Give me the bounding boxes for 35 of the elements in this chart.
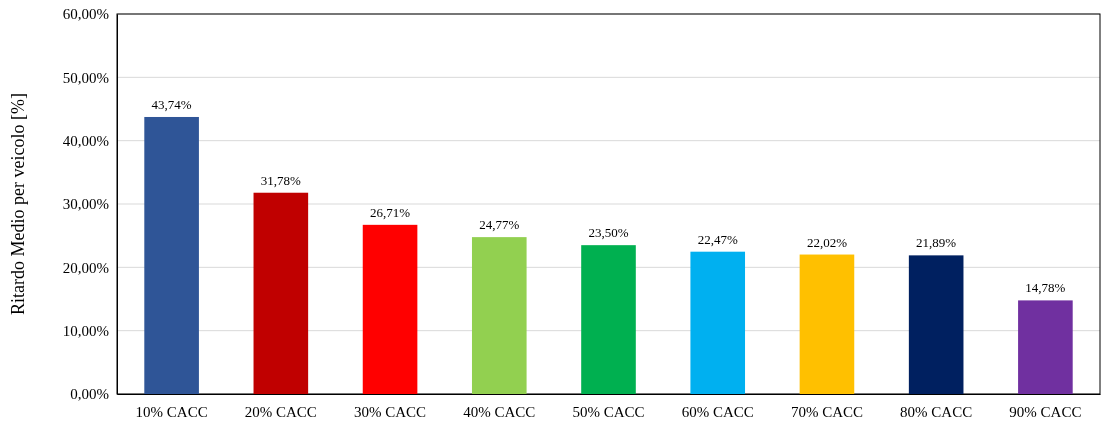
x-tick-label: 30% CACC — [354, 403, 427, 420]
bar — [908, 255, 964, 394]
bar — [799, 254, 855, 394]
x-tick-label: 40% CACC — [463, 403, 536, 420]
x-tick-label: 70% CACC — [790, 403, 863, 420]
data-label: 26,71% — [370, 204, 411, 220]
bar — [581, 245, 636, 394]
x-tick-label: 60% CACC — [681, 403, 754, 420]
bar — [471, 237, 527, 394]
x-tick-label: 50% CACC — [572, 403, 645, 420]
y-tick-label: 50,00% — [62, 69, 109, 86]
y-tick-label: 10,00% — [62, 322, 109, 339]
y-tick-label: 60,00% — [62, 6, 109, 23]
bar — [690, 251, 746, 394]
x-tick-label: 10% CACC — [135, 403, 208, 420]
bar — [144, 116, 199, 394]
data-label: 21,89% — [916, 235, 957, 251]
y-tick-label: 0,00% — [70, 386, 109, 403]
x-tick-label: 80% CACC — [900, 403, 973, 420]
data-label: 31,78% — [260, 172, 302, 188]
data-label: 43,74% — [151, 96, 192, 112]
data-label: 24,77% — [479, 217, 520, 233]
bar — [1018, 300, 1073, 394]
bar — [362, 224, 418, 394]
data-label: 23,50% — [588, 225, 629, 241]
data-label: 14,78% — [1025, 280, 1066, 296]
y-axis-title: Ritardo Medio per veicolo [%] — [8, 93, 28, 315]
bar — [253, 192, 309, 394]
data-label: 22,47% — [697, 231, 738, 247]
y-tick-label: 40,00% — [62, 132, 109, 149]
x-tick-label: 90% CACC — [1009, 403, 1082, 420]
data-label: 22,02% — [806, 234, 848, 250]
x-tick-label: 20% CACC — [244, 403, 317, 420]
y-tick-label: 30,00% — [62, 196, 109, 213]
y-tick-label: 20,00% — [62, 259, 109, 276]
